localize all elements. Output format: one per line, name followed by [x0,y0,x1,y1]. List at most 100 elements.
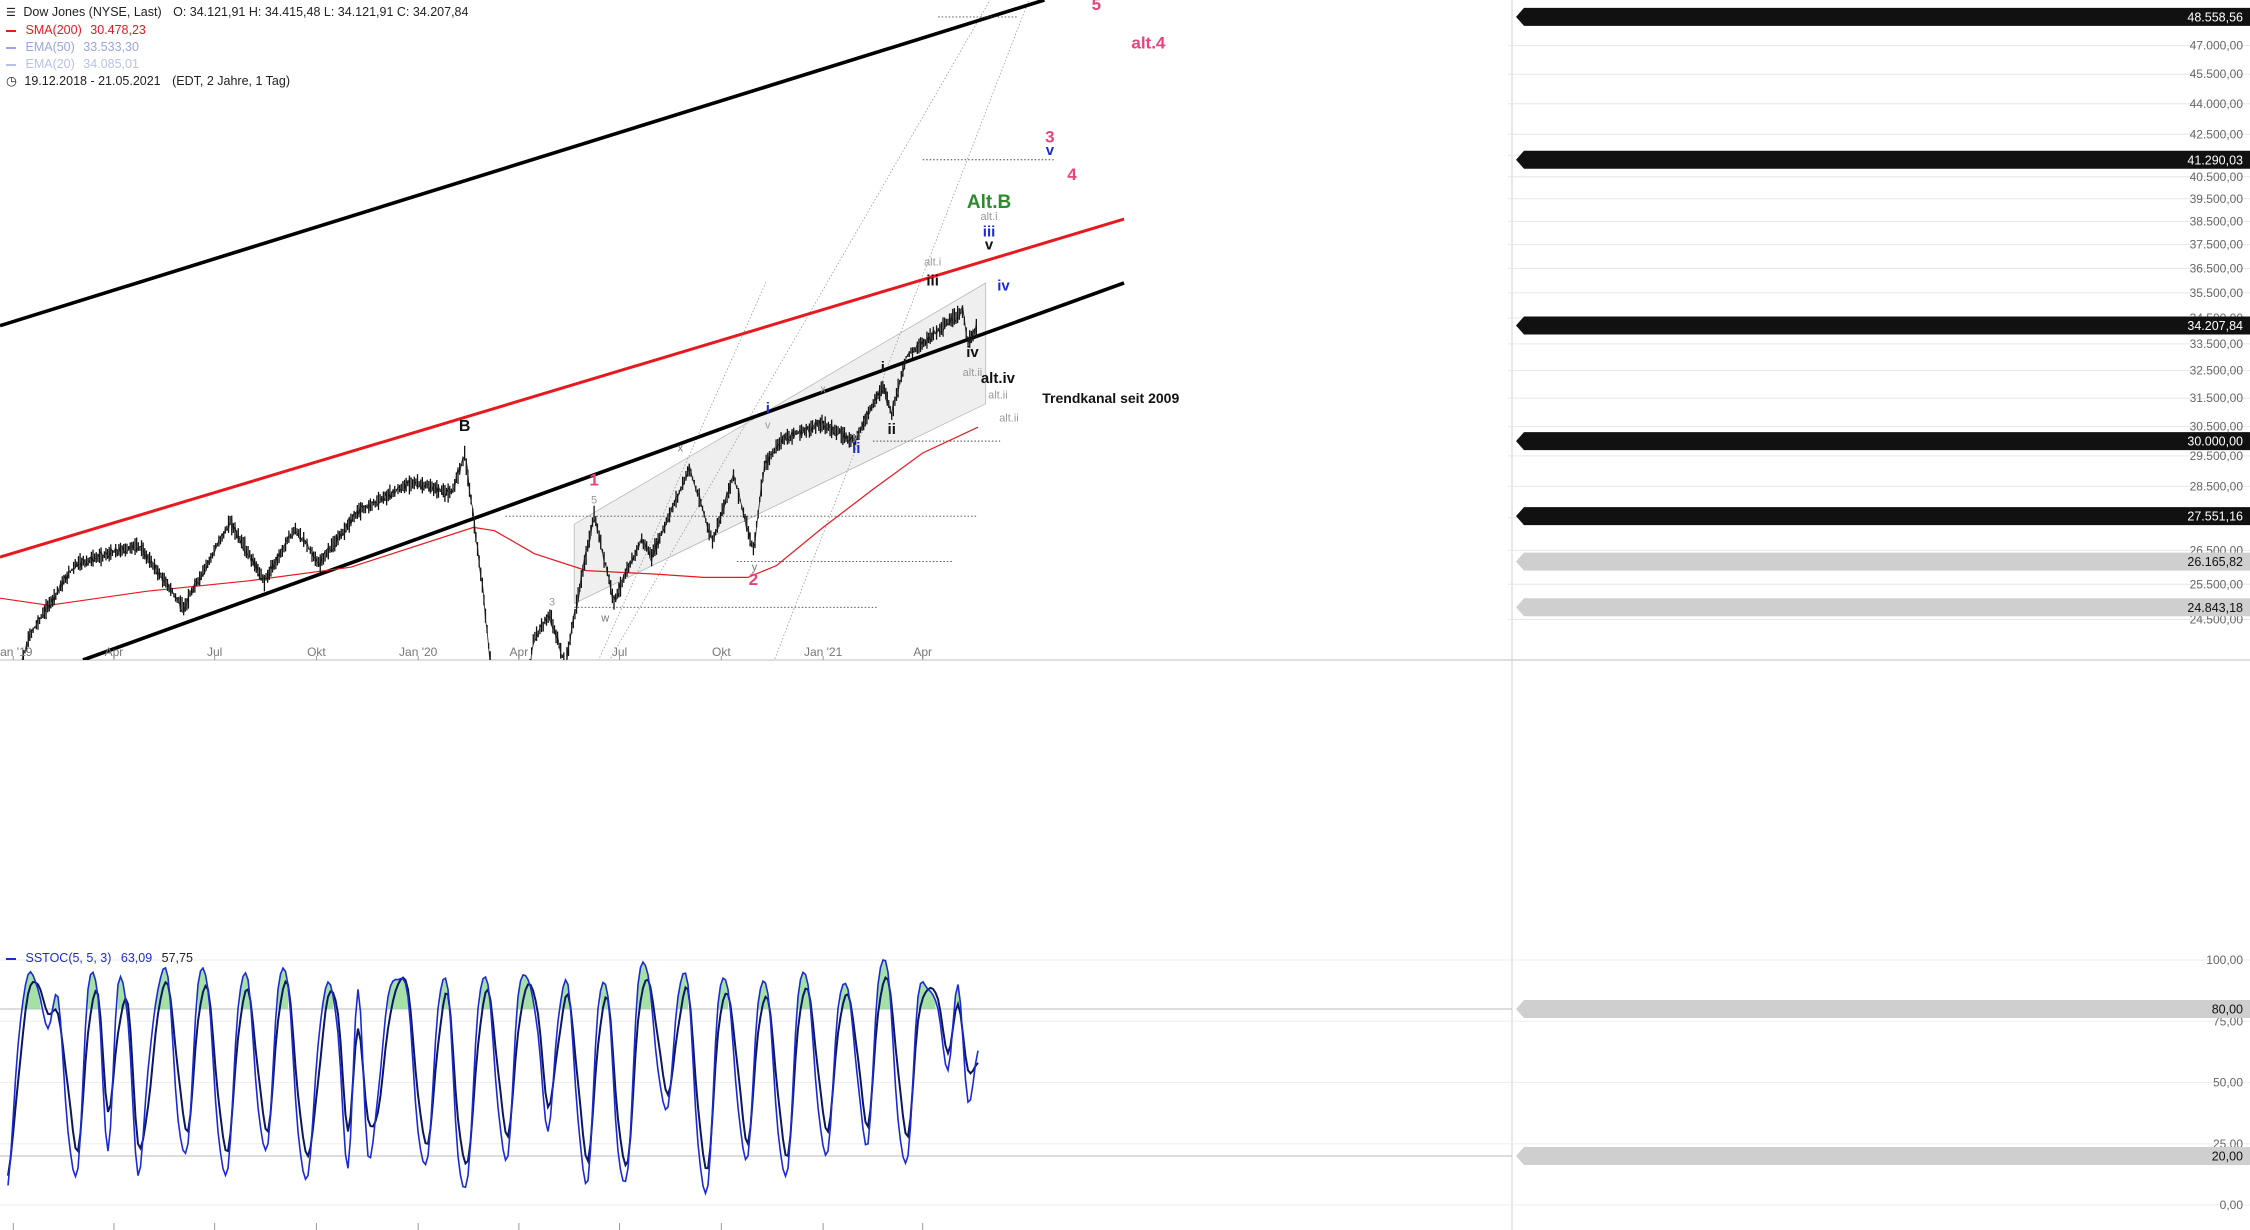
fan-line [773,0,1030,660]
price-tag: 26.165,82 [1516,552,2250,571]
wave-label: w [600,612,609,624]
y-tick-label: 33.500,00 [2190,337,2244,351]
y-tick-label: 45.500,00 [2190,67,2244,81]
wave-label: iv [997,277,1010,294]
price-tag-bg [1516,432,2250,451]
wave-label: x [820,384,826,396]
price-tag-label: 26.165,82 [2187,555,2243,569]
fib-levels: 39.595,39 (100.00%) 37.489,22 (261.80%) 31… [1512,182,2164,654]
wave-label: v [765,419,771,431]
y-tick-label: 30.500,00 [2190,420,2244,434]
price-tag: 41.290,03 [1516,150,2250,169]
ema20-value: 34.085,01 [83,57,139,71]
price-tag-label: 24.843,18 [2187,601,2243,615]
fib-label: 39.595,39 (100.00%) [1614,182,1726,196]
ema20-swatch [6,63,16,66]
price-tag: 30.000,00 [1516,432,2250,451]
wave-label: Alt.B [967,192,1011,213]
price-tag: 34.207,84 [1516,316,2250,335]
oscillator-d-value: 57,75 [161,951,193,965]
price-tag-bg [1516,316,2250,335]
osc-level-tag: 20,00 [1516,1147,2250,1165]
y-tick-label: 37.500,00 [2190,238,2244,252]
channel-line [0,0,1045,328]
x-tick-label: Okt [712,645,731,659]
price-series [21,305,977,660]
wave-label: 5 [591,494,597,506]
x-tick-label: Apr [105,645,124,659]
sma200-swatch [6,29,16,32]
price-tag-label: 27.551,16 [2187,510,2243,524]
sma200-label: SMA(200) [25,23,82,37]
chart-type-icon: ☰ [6,7,16,19]
date-range: 19.12.2018 - 21.05.2021 [24,74,161,88]
wave-label: i [881,359,885,376]
wave-label: iii [983,223,996,240]
y-tick-label: 39.500,00 [2190,192,2244,206]
price-tag: 48.558,56 [1516,7,2250,26]
sma200-polyline [0,426,979,606]
fan-line [609,0,991,660]
wave-label: 4 [1067,165,1077,184]
osc-level-tag-bg [1516,1000,2250,1018]
price-tag-bg [1516,552,2250,571]
legend-ema50: EMA(50) 33.533,30 [6,39,468,56]
range-note: (EDT, 2 Jahre, 1 Tag) [172,74,291,88]
y-tick-label: 47.000,00 [2190,39,2244,53]
ema50-swatch [6,46,16,49]
chart-legend: ☰ Dow Jones (NYSE, Last) O: 34.121,91 H:… [6,4,468,90]
x-tick-label: Okt [307,645,326,659]
osc-level-tag-label: 20,00 [2212,1150,2243,1164]
y-tick-label: 32.500,00 [2190,364,2244,378]
wave-label: y [852,431,858,443]
osc-level-tag: 80,00 [1516,1000,2250,1018]
wave-label: 2 [749,570,758,589]
wave-label: alt.i [924,256,941,268]
wave-label: alt.iv [981,370,1016,387]
y-tick-label: 31.500,00 [2190,391,2244,405]
price-tag-label: 48.558,56 [2187,10,2243,24]
wave-label: 1 [589,471,598,490]
wave-annotations: B153wx2yivxiiyiiialt.iiiiivalt.iialt.iva… [459,0,1180,624]
horizontal-levels [505,16,1056,608]
y-tick-label: 38.500,00 [2190,214,2244,228]
overbought-fill [23,960,961,1009]
y-tick-label: 28.500,00 [2190,479,2244,493]
x-tick-label: Jan '21 [804,645,843,659]
oscillator-swatch [6,957,16,960]
x-tick-label: Apr [913,645,932,659]
wave-label: v [985,236,994,253]
y-tick-label: 29.500,00 [2190,449,2244,463]
y-tick-label: 42.500,00 [2190,127,2244,141]
fib-label: 23.565,83 (127.20%) [2052,639,2164,653]
legend-sma200: SMA(200) 30.478,23 [6,22,468,39]
wave-label: 5 [1092,0,1101,14]
price-tag: 27.551,16 [1516,507,2250,526]
wave-label: B [459,418,471,435]
x-tick-label: Jan '19 [0,645,33,659]
x-tick-label: Jul [207,645,222,659]
wave-label: iv [966,344,979,361]
sma200-line [0,426,979,606]
price-tag-bg [1516,7,2250,26]
legend-range: ◷ 19.12.2018 - 21.05.2021 (EDT, 2 Jahre,… [6,73,468,90]
legend-instrument-row: ☰ Dow Jones (NYSE, Last) O: 34.121,91 H:… [6,4,468,22]
x-tick-label: Jul [612,645,627,659]
osc-tick-label: 50,00 [2213,1076,2243,1090]
wave-label: iii [926,272,939,289]
fib-label: 31.096,46 (200.00%) [2052,395,2164,409]
wave-label: alt.i [981,211,998,223]
oscillator-label: SSTOC(5, 5, 3) [25,951,112,965]
ohlc-values: O: 34.121,91 H: 34.415,48 L: 34.121,91 C… [173,5,469,19]
osc-tick-label: 0,00 [2220,1198,2244,1212]
price-tag-label: 34.207,84 [2187,319,2243,333]
ema50-value: 33.533,30 [83,40,139,54]
wave-label: alt.ii [963,367,983,379]
oscillator-legend: SSTOC(5, 5, 3) 63,09 57,75 [6,951,193,965]
price-tag: 24.843,18 [1516,598,2250,617]
clock-icon: ◷ [6,74,17,88]
y-tick-label: 35.500,00 [2190,286,2244,300]
wave-label: 3 [1045,128,1054,147]
wave-label: x [678,442,684,454]
